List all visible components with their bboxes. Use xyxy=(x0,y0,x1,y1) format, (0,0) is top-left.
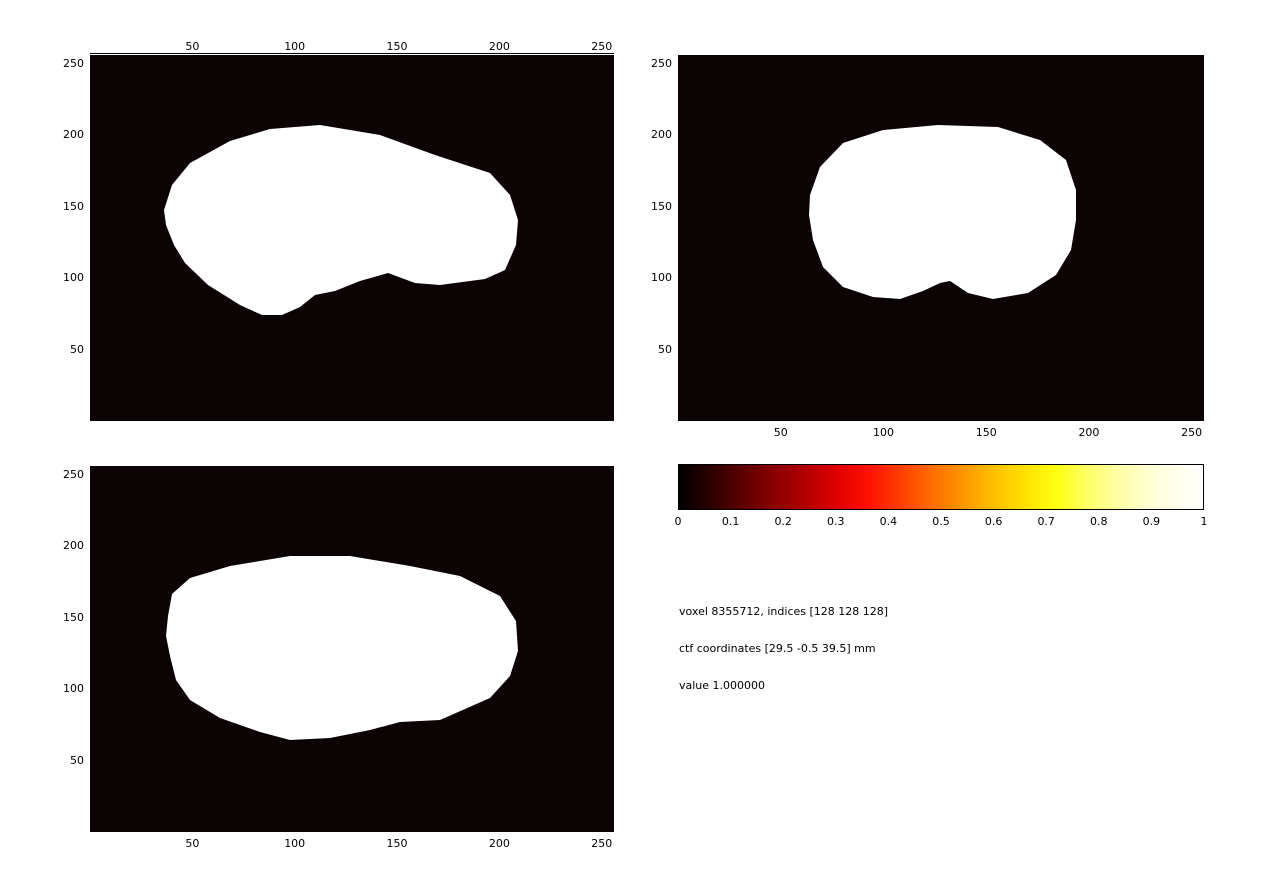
x-tick-label: 50 xyxy=(172,838,212,849)
colorbar-tick-label: 1 xyxy=(1184,516,1224,527)
x-tick-label: 200 xyxy=(479,838,519,849)
colorbar-tick-label: 0.3 xyxy=(816,516,856,527)
coordinates-info: ctf coordinates [29.5 -0.5 39.5] mm xyxy=(679,643,876,655)
x-tick-label: 250 xyxy=(1172,427,1212,438)
y-tick-label: 150 xyxy=(48,612,84,623)
value-info: value 1.000000 xyxy=(679,680,765,692)
y-tick-label: 200 xyxy=(48,540,84,551)
y-tick-label: 250 xyxy=(48,58,84,69)
y-tick-label: 100 xyxy=(48,272,84,283)
x-tick-label: 250 xyxy=(582,838,622,849)
axial-mask xyxy=(90,466,614,832)
y-tick-label: 100 xyxy=(48,683,84,694)
y-tick-label: 200 xyxy=(636,129,672,140)
y-tick-label: 200 xyxy=(48,129,84,140)
colorbar-tick-label: 0.8 xyxy=(1079,516,1119,527)
coronal-mask xyxy=(678,55,1204,421)
colorbar-tick-label: 0 xyxy=(658,516,698,527)
x-tick-label: 50 xyxy=(172,41,212,52)
colorbar-tick-label: 0.2 xyxy=(763,516,803,527)
coronal-image[interactable] xyxy=(678,55,1204,421)
colorbar-tick-label: 0.6 xyxy=(974,516,1014,527)
sagittal-mask xyxy=(90,55,614,421)
y-tick-label: 250 xyxy=(636,58,672,69)
y-tick-label: 50 xyxy=(636,344,672,355)
voxel-info: voxel 8355712, indices [128 128 128] xyxy=(679,606,888,618)
x-tick-label: 50 xyxy=(761,427,801,438)
colorbar-tick-label: 0.9 xyxy=(1131,516,1171,527)
x-tick-label: 150 xyxy=(377,838,417,849)
y-tick-label: 50 xyxy=(48,755,84,766)
colorbar-tick-label: 0.1 xyxy=(711,516,751,527)
y-tick-label: 100 xyxy=(636,272,672,283)
x-tick-label: 200 xyxy=(479,41,519,52)
colorbar xyxy=(678,464,1204,510)
y-tick-label: 150 xyxy=(48,201,84,212)
y-tick-label: 50 xyxy=(48,344,84,355)
x-tick-label: 100 xyxy=(275,41,315,52)
axial-image[interactable] xyxy=(90,466,614,832)
x-tick-label: 150 xyxy=(377,41,417,52)
x-tick-label: 100 xyxy=(275,838,315,849)
colorbar-tick-label: 0.5 xyxy=(921,516,961,527)
x-tick-label: 100 xyxy=(863,427,903,438)
x-tick-label: 250 xyxy=(582,41,622,52)
y-tick-label: 150 xyxy=(636,201,672,212)
y-tick-label: 250 xyxy=(48,469,84,480)
colorbar-tick-label: 0.4 xyxy=(868,516,908,527)
x-tick-label: 200 xyxy=(1069,427,1109,438)
colorbar-tick-label: 0.7 xyxy=(1026,516,1066,527)
x-tick-label: 150 xyxy=(966,427,1006,438)
sagittal-image[interactable] xyxy=(90,55,614,421)
